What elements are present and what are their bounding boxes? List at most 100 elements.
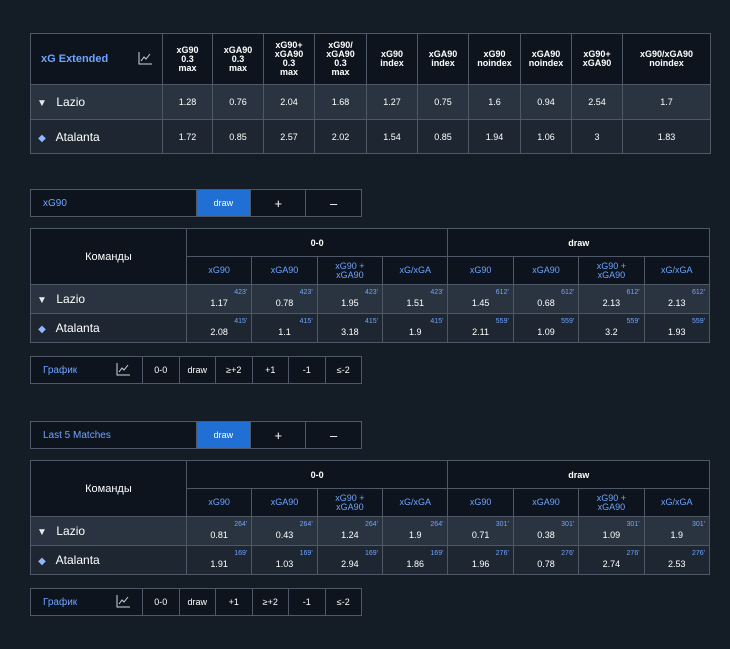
value-cell: 1.7 [622, 84, 711, 120]
team-cell: ◆ Atalanta [30, 313, 187, 343]
value-cell: 1.9 415' [382, 313, 449, 343]
filter-option[interactable]: ≤-2 [336, 597, 350, 607]
metric-value: 2.11 [472, 327, 490, 337]
metric-value: 1.51 [406, 298, 424, 308]
minutes-value: 264' [234, 521, 248, 528]
plus-button[interactable]: + [251, 190, 307, 216]
lazio-eagle-icon: ▼ [37, 527, 47, 538]
filter-option[interactable]: 0-0 [143, 357, 180, 383]
minutes-value: 612' [691, 289, 705, 296]
value-cell: 1.72 [162, 119, 213, 154]
value-cell: 1.09 559' [512, 313, 580, 343]
value-cell: 0.75 [417, 84, 469, 120]
metric-col-header: xGA90 [251, 256, 318, 285]
metric-value: 1.09 [537, 327, 555, 337]
filter-option[interactable]: ≥+2 [253, 589, 289, 615]
value-cell: 0.68 612' [512, 284, 580, 314]
minus-button[interactable]: – [306, 422, 361, 448]
group-header-0-0: 0-0 [185, 460, 449, 489]
metric-value: 2.13 [602, 298, 621, 308]
line-chart-icon[interactable] [138, 52, 152, 65]
atalanta-crest-icon: ◆ [38, 324, 46, 335]
teams-header: Команды [30, 228, 187, 285]
col-header: xG90/xGA90 0.3 max [314, 33, 367, 85]
xg-extended-title[interactable]: xG Extended [30, 33, 163, 85]
metric-col-header: xG90 [447, 256, 514, 285]
team-name: Atalanta [55, 553, 100, 567]
value-cell: 1.9 301' [643, 516, 711, 546]
team-name: Lazio [56, 292, 86, 306]
filter-option[interactable]: +1 [253, 357, 289, 383]
minutes-value: 423' [234, 289, 248, 296]
table-row: ◆ Atalanta 1.91 169' 1.03 169' 2.94 169' 1.86 16… [30, 545, 711, 575]
metric-col-header: xGA90 [512, 488, 580, 517]
metric-value: 0.38 [537, 530, 555, 540]
metric-col-header: xGA90 [251, 488, 318, 517]
value-cell: 0.43 264' [251, 516, 318, 546]
chart-filter-bar: График 0-0 draw +1 ≥+2 -1 ≤-2 [30, 588, 362, 616]
filter-option[interactable]: +1 [216, 589, 253, 615]
value-cell: 1.93 559' [643, 313, 711, 343]
minutes-value: 169' [430, 550, 444, 557]
period-dropdown[interactable]: Last 5 Matches [31, 422, 197, 448]
minutes-value: 264' [365, 521, 379, 528]
metric-value: 1.9 [408, 327, 422, 337]
filter-option[interactable]: 0-0 [143, 589, 180, 615]
metric-dropdown[interactable]: xG90 [31, 190, 197, 216]
filter-option[interactable]: -1 [289, 589, 326, 615]
minutes-value: 559' [626, 318, 640, 325]
atalanta-crest-icon: ◆ [38, 556, 46, 567]
metric-value: 1.45 [471, 298, 490, 308]
group-header-draw: draw [447, 460, 710, 489]
metric-col-header: xG90 [447, 488, 514, 517]
metric-value: 1.91 [210, 559, 228, 569]
draw-button[interactable]: draw [196, 422, 252, 448]
team-cell: ◆ Atalanta [30, 545, 187, 575]
filter-option[interactable]: -1 [289, 357, 326, 383]
lazio-eagle-icon: ▼ [37, 295, 47, 306]
minutes-value: 415' [234, 318, 248, 325]
filter-option[interactable]: ≤-2 [336, 365, 350, 375]
metric-value: 2.94 [341, 559, 359, 569]
line-chart-icon[interactable] [116, 595, 130, 608]
minutes-value: 301' [561, 521, 575, 528]
chart-label[interactable]: График [31, 357, 143, 383]
plus-button[interactable]: + [251, 422, 307, 448]
minutes-value: 559' [495, 318, 509, 325]
chart-filter-bar: График 0-0 draw ≥+2 +1 -1 ≤-2 [30, 356, 362, 384]
chart-label[interactable]: График [31, 589, 143, 615]
minutes-value: 276' [626, 550, 640, 557]
metric-value: 1.9 [408, 530, 422, 540]
team-name: Atalanta [55, 321, 100, 335]
minutes-value: 169' [234, 550, 248, 557]
metric-col-header: xG90 + xGA90 [316, 256, 384, 285]
filter-option[interactable]: draw [180, 357, 216, 383]
draw-button[interactable]: draw [196, 190, 252, 216]
table-row: ▼ Lazio 1.28 0.76 2.04 1.68 1.27 0.75 1.… [30, 84, 711, 120]
metric-value: 0.71 [471, 530, 490, 540]
minus-button[interactable]: – [306, 190, 361, 216]
value-cell: 0.81 264' [185, 516, 253, 546]
filter-option[interactable]: ≥+2 [216, 357, 253, 383]
col-header: xGA90 0.3 max [212, 33, 264, 85]
minutes-value: 612' [495, 289, 509, 296]
split-table-last5: Команды 0-0 draw xG90 xGA90 xG90 + xGA90 xG/xGA… [30, 460, 711, 575]
minutes-value: 559' [691, 318, 705, 325]
value-cell: 2.74 276' [578, 545, 645, 575]
metric-value: 0.78 [275, 298, 294, 308]
filter-option[interactable]: draw [180, 589, 216, 615]
col-header: xGA90 noindex [520, 33, 572, 85]
metric-value: 2.53 [668, 559, 686, 569]
value-cell: 2.54 [571, 84, 623, 120]
metric-selector: xG90 draw + – [30, 189, 362, 217]
line-chart-icon[interactable] [116, 363, 130, 376]
value-cell: 2.13 612' [643, 284, 711, 314]
col-header: xG90 noindex [468, 33, 521, 85]
metric-col-header: xG/xGA [643, 488, 711, 517]
metric-col-header: xG90 + xGA90 [316, 488, 384, 517]
value-cell: 1.51 423' [382, 284, 449, 314]
metric-value: 1.17 [210, 298, 228, 308]
minutes-value: 276' [691, 550, 705, 557]
minutes-value: 612' [561, 289, 575, 296]
table-row: ◆ Atalanta 1.72 0.85 2.57 2.02 1.54 0.85… [30, 119, 711, 154]
